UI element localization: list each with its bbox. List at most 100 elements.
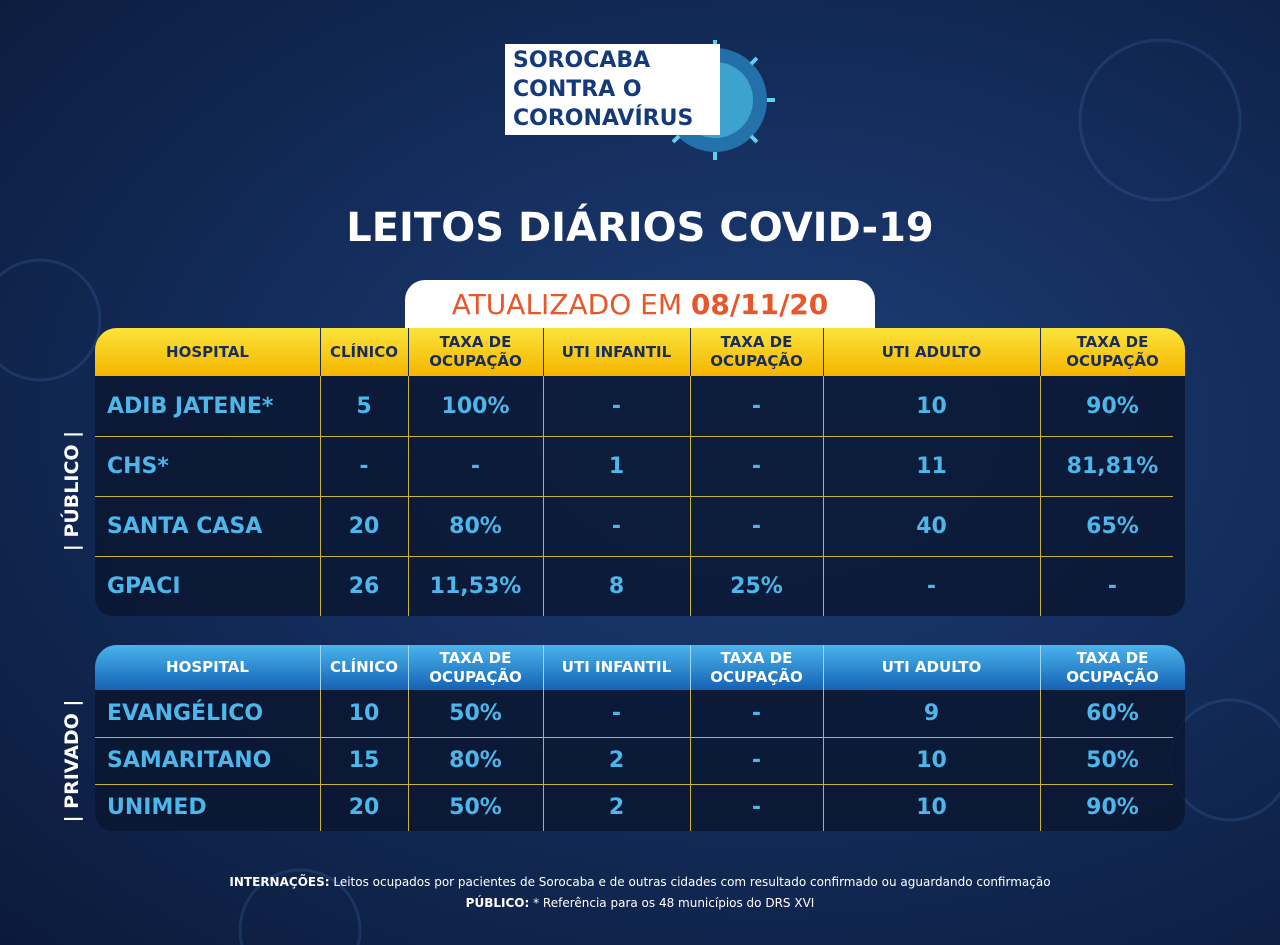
notes: INTERNAÇÕES: Leitos ocupados por pacient… <box>0 872 1280 914</box>
data-cell: - <box>611 393 622 419</box>
note: INTERNAÇÕES: Leitos ocupados por pacient… <box>0 872 1280 893</box>
column-divider <box>543 645 544 690</box>
header-cell: TAXA DE OCUPAÇÃO <box>429 333 522 370</box>
note-text: * Referência para os 48 municípios do DR… <box>533 896 815 910</box>
data-cell: 80% <box>449 513 502 539</box>
data-cell: 80% <box>449 748 502 773</box>
hospital-name: SAMARITANO <box>107 748 272 773</box>
data-cell: 5 <box>356 393 372 419</box>
column-divider <box>320 690 321 831</box>
column-divider <box>823 328 824 376</box>
header-cell: TAXA DE OCUPAÇÃO <box>710 648 803 686</box>
side-label: | PÚBLICO | <box>61 430 83 552</box>
column-divider <box>1040 328 1041 376</box>
header-cell: UTI ADULTO <box>881 658 982 676</box>
row-divider <box>95 436 1173 437</box>
column-divider <box>408 690 409 831</box>
data-cell: - <box>470 453 481 479</box>
note-label: PÚBLICO: <box>465 896 530 910</box>
data-cell: 50% <box>449 701 502 726</box>
data-cell: 20 <box>348 513 380 539</box>
hospital-name: UNIMED <box>107 795 207 820</box>
row-divider <box>95 496 1173 497</box>
updated-tab: ATUALIZADO EM 08/11/20 <box>405 280 875 328</box>
header-cell: HOSPITAL <box>166 342 249 361</box>
data-cell: - <box>751 795 762 820</box>
data-cell: 15 <box>348 748 380 773</box>
title: LEITOS DIÁRIOS COVID-19 <box>346 205 934 251</box>
column-divider <box>690 690 691 831</box>
note-text: Leitos ocupados por pacientes de Sorocab… <box>333 875 1051 889</box>
header-cell: TAXA DE OCUPAÇÃO <box>429 648 522 686</box>
column-divider <box>690 328 691 376</box>
data-cell: 40 <box>916 513 947 539</box>
table-header: HOSPITAL CLÍNICO TAXA DE OCUPAÇÃO UTI INFAN… <box>95 645 1185 690</box>
header-cell: CLÍNICO <box>329 342 399 361</box>
column-divider <box>823 690 824 831</box>
header-cell: TAXA DE OCUPAÇÃO <box>1066 648 1159 686</box>
column-divider <box>1040 645 1041 690</box>
data-cell: 25% <box>730 573 783 599</box>
row-divider <box>95 737 1173 738</box>
data-cell: 65% <box>1086 513 1139 539</box>
data-cell: - <box>751 748 762 773</box>
logo-line: SOROCABA <box>513 48 651 73</box>
data-cell: 9 <box>923 701 940 726</box>
table-body: ADIB JATENE* 5 100% - - 10 90% CHS* - - 1 - 11 81,81%… <box>95 376 1185 616</box>
logo-line: CONTRA O <box>513 77 642 102</box>
data-cell: - <box>751 393 762 419</box>
logo-line: CORONAVÍRUS <box>513 106 694 131</box>
data-cell: - <box>611 513 622 539</box>
data-cell: 90% <box>1086 795 1139 820</box>
data-cell: 11,53% <box>429 573 522 599</box>
data-cell: 8 <box>608 573 625 599</box>
column-divider <box>823 645 824 690</box>
data-cell: - <box>751 453 762 479</box>
data-cell: 20 <box>348 795 380 820</box>
data-cell: 10 <box>348 701 380 726</box>
data-cell: - <box>1107 573 1118 599</box>
updated-date: 08/11/20 <box>690 288 829 321</box>
column-divider <box>1040 690 1041 831</box>
data-cell: - <box>359 453 369 479</box>
data-cell: 50% <box>449 795 502 820</box>
data-cell: 81,81% <box>1066 453 1159 479</box>
hospital-name: CHS* <box>107 453 169 479</box>
note: PÚBLICO: * Referência para os 48 municíp… <box>0 893 1280 914</box>
column-divider <box>408 328 409 376</box>
data-cell: 26 <box>348 573 380 599</box>
hospital-name: ADIB JATENE* <box>107 393 274 419</box>
data-cell: - <box>926 573 937 599</box>
data-cell: 90% <box>1086 393 1139 419</box>
data-cell: 10 <box>916 393 947 419</box>
hospital-name: EVANGÉLICO <box>107 701 264 726</box>
column-divider <box>543 690 544 831</box>
header-cell: TAXA DE OCUPAÇÃO <box>1066 333 1159 370</box>
data-cell: - <box>611 701 622 726</box>
updated-label: ATUALIZADO EM <box>451 288 682 321</box>
data-cell: 1 <box>608 453 625 479</box>
data-cell: 2 <box>608 795 625 820</box>
logo: SOROCABA CONTRA O CORONAVÍRUS <box>505 44 720 135</box>
header-cell: UTI ADULTO <box>881 342 982 361</box>
data-cell: - <box>751 701 762 726</box>
side-label: | PRIVADO | <box>61 699 83 823</box>
data-cell: 2 <box>608 748 625 773</box>
data-cell: 60% <box>1086 701 1139 726</box>
data-cell: 50% <box>1086 748 1139 773</box>
table-body: EVANGÉLICO 10 50% - - 9 60% SAMARITANO 15 80% 2 - 10… <box>95 690 1185 831</box>
header-cell: UTI INFANTIL <box>561 342 672 361</box>
header-cell: CLÍNICO <box>329 658 399 676</box>
header-cell: UTI INFANTIL <box>561 658 672 676</box>
column-divider <box>408 645 409 690</box>
table: HOSPITAL CLÍNICO TAXA DE OCUPAÇÃO UTI INFAN… <box>95 645 1185 831</box>
table-header: HOSPITAL CLÍNICO TAXA DE OCUPAÇÃO UTI INFAN… <box>95 328 1185 376</box>
header-cell: TAXA DE OCUPAÇÃO <box>710 333 803 370</box>
column-divider <box>320 645 321 690</box>
hospital-name: GPACI <box>107 573 181 599</box>
data-cell: 100% <box>441 393 510 419</box>
header-cell: HOSPITAL <box>166 658 249 676</box>
note-label: INTERNAÇÕES: <box>229 875 330 889</box>
table: HOSPITAL CLÍNICO TAXA DE OCUPAÇÃO UTI INFAN… <box>95 328 1185 616</box>
